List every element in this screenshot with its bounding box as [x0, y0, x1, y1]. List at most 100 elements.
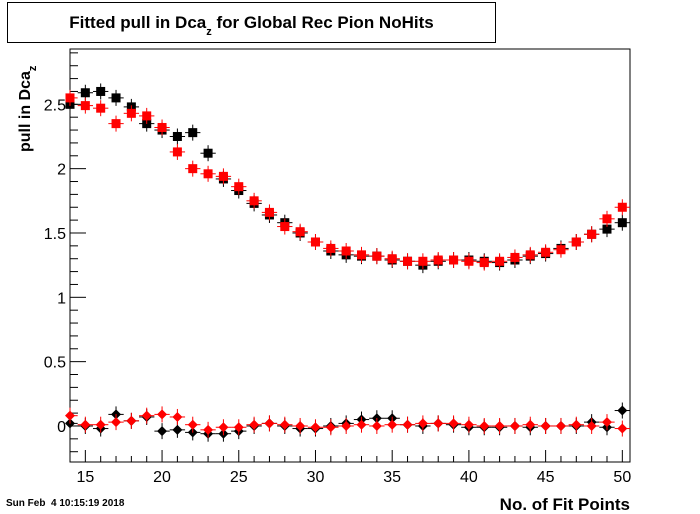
data-point: [568, 233, 584, 250]
data-point: [123, 412, 140, 429]
y-tick-label: 2: [57, 162, 66, 179]
data-point: [353, 416, 370, 433]
data-point: [108, 115, 124, 132]
data-point: [399, 253, 416, 270]
data-point: [353, 246, 370, 263]
data-point: [553, 241, 569, 258]
data-point: [476, 417, 492, 434]
x-tick-label: 50: [613, 469, 631, 486]
data-point: [553, 417, 569, 434]
y-tick-label: 2.5: [44, 97, 66, 114]
data-point: [200, 145, 216, 162]
y-axis-label-subscript: z: [27, 65, 39, 71]
data-point: [292, 223, 308, 240]
data-point: [215, 168, 232, 185]
y-tick-label: 1.5: [44, 226, 66, 243]
x-tick-label: 40: [460, 469, 478, 486]
data-point: [614, 402, 630, 419]
data-point: [369, 248, 385, 265]
x-tick-label: 20: [153, 469, 171, 486]
data-point: [338, 242, 354, 259]
axis-ticks: 15 20 25 30 35 40 45 50 0 0.5 1 1.5 2 2.5: [44, 52, 631, 486]
data-point: [231, 419, 247, 436]
data-point: [108, 414, 124, 431]
data-point: [139, 407, 155, 424]
data-point: [200, 421, 216, 438]
x-axis-label: No. of Fit Points: [500, 495, 630, 514]
data-point: [461, 253, 477, 270]
data-point: [599, 210, 615, 227]
x-tick-label: 15: [76, 469, 94, 486]
title-box: Fitted pull in Dcaz for Global Rec Pion …: [7, 2, 496, 43]
data-point: [415, 415, 431, 432]
data-point: [123, 105, 140, 122]
chart-title: Fitted pull in Dcaz for Global Rec Pion …: [69, 12, 434, 38]
x-tick-label: 45: [537, 469, 555, 486]
x-tick-label: 35: [383, 469, 401, 486]
data-point: [77, 416, 94, 433]
data-point: [93, 416, 109, 433]
data-point: [277, 218, 293, 235]
data-point: [231, 178, 247, 195]
chart-title-suffix: for Global Rec Pion NoHits: [211, 12, 434, 32]
data-point: [261, 415, 278, 432]
data-point: [491, 253, 508, 270]
data-point: [445, 252, 462, 269]
data-point: [185, 124, 201, 141]
data-point: [430, 252, 446, 269]
data-point: [200, 165, 216, 182]
data-point: [93, 83, 109, 100]
y-tick-label: 0: [57, 419, 66, 436]
data-point: [169, 143, 186, 160]
data-point: [522, 416, 538, 433]
data-point: [93, 100, 109, 117]
data-point: [154, 406, 170, 423]
data-point: [476, 254, 492, 271]
data-point: [261, 204, 278, 221]
footer-date: Sun Feb 4 10:15:19 2018: [6, 498, 125, 509]
y-tick-label: 1: [57, 290, 66, 307]
data-point: [246, 416, 262, 433]
data-point: [399, 416, 416, 433]
data-point: [583, 417, 600, 434]
y-axis-label-main: pull in Dca: [17, 71, 34, 152]
data-point: [599, 414, 615, 431]
data-point: [614, 420, 630, 437]
data-point: [185, 416, 201, 433]
data-point: [461, 416, 477, 433]
data-point: [507, 249, 523, 266]
data-point: [384, 416, 400, 433]
data-point: [292, 417, 308, 434]
data-point: [491, 417, 508, 434]
data-point: [169, 408, 186, 425]
data-point: [154, 423, 170, 440]
data-point: [583, 226, 600, 243]
data-point: [77, 97, 94, 114]
chart-title-subscript: z: [206, 25, 212, 38]
data-point: [185, 160, 201, 177]
data-point: [369, 417, 385, 434]
data-point: [614, 214, 630, 231]
data-point: [338, 417, 354, 434]
data-point: [246, 192, 262, 209]
data-point: [215, 419, 232, 436]
data-point: [384, 250, 400, 267]
data-point: [277, 416, 293, 433]
plot-frame: [69, 48, 631, 463]
data-point: [139, 107, 155, 124]
data-point: [415, 253, 431, 270]
data-point: [323, 419, 339, 436]
data-marks: [65, 83, 630, 442]
data-point: [537, 417, 554, 434]
data-point: [614, 199, 630, 216]
data-point: [568, 416, 584, 433]
x-tick-label: 30: [307, 469, 325, 486]
data-point: [307, 419, 324, 436]
x-tick-label: 25: [230, 469, 248, 486]
data-point: [507, 417, 523, 434]
data-point: [537, 244, 554, 261]
data-point: [430, 415, 446, 432]
data-point: [65, 89, 78, 106]
data-point: [65, 407, 78, 424]
